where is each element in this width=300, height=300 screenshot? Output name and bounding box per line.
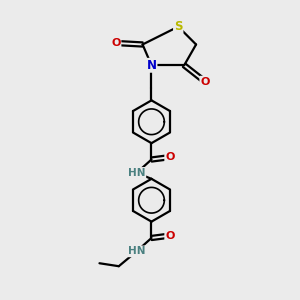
- Text: O: O: [111, 38, 121, 48]
- Text: N: N: [146, 59, 157, 72]
- Text: O: O: [165, 231, 175, 241]
- Text: O: O: [200, 76, 210, 87]
- Text: HN: HN: [128, 168, 146, 178]
- Text: S: S: [174, 20, 182, 33]
- Text: HN: HN: [128, 246, 146, 256]
- Text: O: O: [165, 152, 175, 162]
